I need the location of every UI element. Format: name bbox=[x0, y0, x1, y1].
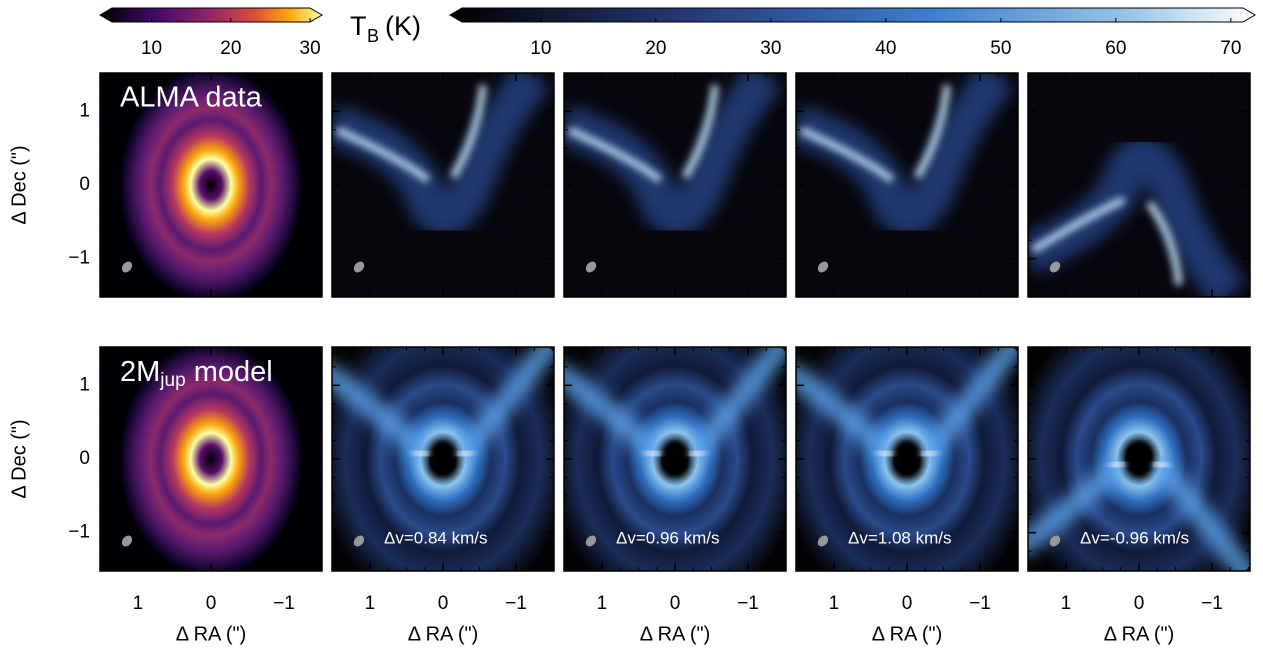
x-tick-label: 0 bbox=[438, 593, 449, 614]
panel-image bbox=[100, 347, 322, 571]
colorbar-tick-label: 20 bbox=[220, 38, 241, 59]
beam bbox=[1049, 261, 1061, 273]
x-tick-label: 0 bbox=[206, 593, 217, 614]
panel-image bbox=[796, 347, 1018, 571]
colorbar-label: T bbox=[350, 11, 367, 41]
panel-image bbox=[1028, 347, 1250, 571]
x-tick-label: 1 bbox=[133, 593, 144, 614]
colorbar-tick-label: 20 bbox=[645, 38, 666, 59]
beam bbox=[585, 535, 597, 547]
y-axis-label: Δ Dec (") bbox=[8, 145, 30, 224]
colorbar-tick-label: 30 bbox=[300, 38, 321, 59]
row-label-part: 2M bbox=[120, 356, 160, 388]
panel bbox=[1027, 72, 1251, 298]
x-axis-label: Δ RA (") bbox=[408, 623, 478, 645]
y-tick-label: −1 bbox=[68, 522, 90, 543]
x-tick-label: 0 bbox=[1134, 593, 1145, 614]
beam bbox=[353, 261, 365, 273]
beam bbox=[1049, 535, 1061, 547]
y-tick-label: 1 bbox=[79, 100, 90, 121]
colorbar-tick-label: 50 bbox=[990, 38, 1011, 59]
panel-image bbox=[332, 347, 554, 571]
panel-image bbox=[100, 73, 322, 297]
x-tick-label: 1 bbox=[1061, 593, 1072, 614]
panel-image bbox=[564, 347, 786, 571]
colorbar-label-sub: B bbox=[367, 26, 379, 46]
colorbar-tick-label: 30 bbox=[760, 38, 781, 59]
panel: 1 0 −1 ALMA data Δ Dec (") bbox=[8, 72, 323, 298]
panel-image bbox=[1028, 73, 1250, 297]
y-tick-label: 0 bbox=[79, 448, 90, 469]
panel bbox=[563, 72, 787, 298]
beam bbox=[353, 535, 365, 547]
x-axis-label: Δ RA (") bbox=[176, 623, 246, 645]
row-label-part: jup bbox=[159, 370, 185, 391]
colorbar-tick-label: 40 bbox=[875, 38, 896, 59]
x-axis-label: Δ RA (") bbox=[640, 623, 710, 645]
panel: 1 0 −1 Δ RA (") Δv=1.08 km/s bbox=[795, 346, 1019, 645]
colorbar bbox=[449, 7, 1256, 23]
panel: 1 0 −1 Δ RA (") Δv=0.96 km/s bbox=[563, 346, 787, 645]
velocity-label: Δv=-0.96 km/s bbox=[1080, 528, 1189, 547]
colorbar-tick-label: 10 bbox=[141, 38, 162, 59]
panel: 1 0 −1 Δ RA (") Δv=0.84 km/s bbox=[331, 346, 555, 645]
beam bbox=[121, 261, 133, 273]
panel bbox=[331, 72, 555, 298]
colorbar-tick-label: 10 bbox=[530, 38, 551, 59]
velocity-label: Δv=0.84 km/s bbox=[384, 528, 487, 547]
panel-image bbox=[796, 73, 1018, 297]
colorbar bbox=[99, 7, 323, 23]
beam bbox=[817, 535, 829, 547]
panel: 1 1 0 0 −1 −1 Δ RA (") 2Mjup model Δ Dec (") bbox=[8, 346, 323, 645]
panel-image bbox=[332, 73, 554, 297]
x-tick-label: −1 bbox=[1201, 593, 1223, 614]
colorbar-tick-label: 70 bbox=[1220, 38, 1241, 59]
panel: 1 0 −1 Δ RA (") Δv=-0.96 km/s bbox=[1027, 346, 1251, 645]
row-label: ALMA data bbox=[120, 82, 263, 114]
x-tick-label: −1 bbox=[505, 593, 527, 614]
x-tick-label: 1 bbox=[829, 593, 840, 614]
beam bbox=[121, 535, 133, 547]
velocity-label: Δv=0.96 km/s bbox=[616, 528, 719, 547]
beam bbox=[585, 261, 597, 273]
row-label: 2Mjup model bbox=[120, 356, 273, 391]
x-tick-label: 1 bbox=[597, 593, 608, 614]
x-tick-label: 0 bbox=[670, 593, 681, 614]
x-tick-label: −1 bbox=[969, 593, 991, 614]
y-axis-label: Δ Dec (") bbox=[8, 419, 30, 498]
x-tick-label: 0 bbox=[902, 593, 913, 614]
x-tick-label: 1 bbox=[365, 593, 376, 614]
x-tick-label: −1 bbox=[273, 593, 295, 614]
row-label-part: model bbox=[186, 356, 273, 388]
x-axis-label: Δ RA (") bbox=[1104, 623, 1174, 645]
colorbar-label-unit: (K) bbox=[385, 11, 421, 41]
y-tick-label: 1 bbox=[79, 374, 90, 395]
x-axis-label: Δ RA (") bbox=[872, 623, 942, 645]
colorbar-tick-label: 60 bbox=[1105, 38, 1126, 59]
beam bbox=[817, 261, 829, 273]
y-tick-label: 0 bbox=[79, 174, 90, 195]
velocity-label: Δv=1.08 km/s bbox=[848, 528, 951, 547]
panel-image bbox=[564, 73, 786, 297]
x-tick-label: −1 bbox=[737, 593, 759, 614]
panel bbox=[795, 72, 1019, 298]
y-tick-label: −1 bbox=[68, 248, 90, 269]
